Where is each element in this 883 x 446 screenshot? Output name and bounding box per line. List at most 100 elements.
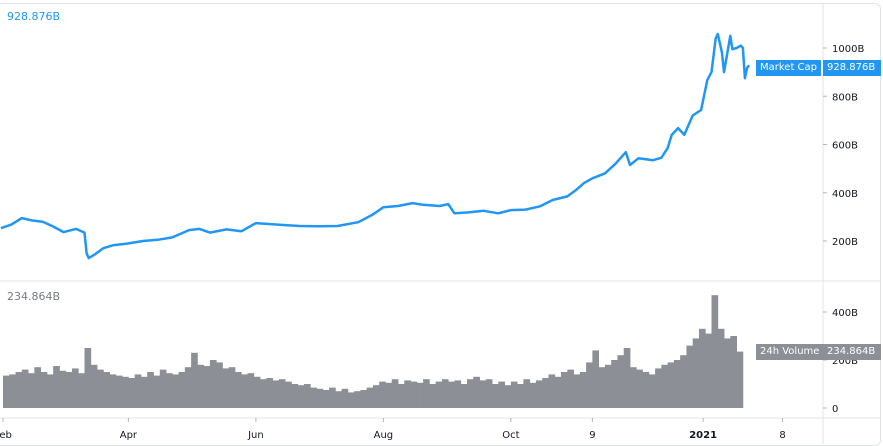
volume-bar — [655, 368, 662, 408]
x-tick-label: 9 — [589, 430, 595, 441]
y-tick-label: 800B — [832, 92, 858, 103]
volume-bar — [147, 372, 154, 408]
volume-bar — [611, 360, 618, 408]
volume-bar — [360, 390, 368, 408]
volume-bar — [517, 384, 524, 408]
volume-bar — [253, 376, 261, 408]
volume-bar — [391, 379, 399, 408]
volume-series-tag: 24h Volume — [756, 344, 824, 360]
volume-bar — [680, 355, 687, 408]
x-tick-label: Aug — [374, 430, 394, 441]
volume-bar — [567, 369, 574, 408]
volume-y-tick-label: 400B — [832, 308, 858, 319]
volume-last-value: 234.864B — [823, 344, 881, 360]
volume-bar — [479, 380, 487, 408]
volume-bar — [448, 381, 455, 408]
volume-bar — [78, 373, 85, 408]
volume-bar — [416, 382, 424, 408]
volume-bar — [510, 381, 518, 408]
market-cap-line — [0, 32, 751, 260]
volume-bar — [410, 381, 418, 408]
volume-bar — [579, 372, 587, 408]
volume-bar — [604, 364, 612, 408]
volume-bar — [128, 378, 136, 408]
x-tick-label: Feb — [0, 430, 12, 441]
volume-bar — [310, 387, 317, 408]
volume-bar — [197, 364, 205, 408]
volume-bar — [648, 374, 656, 408]
volume-bar — [372, 385, 380, 408]
volume-bar — [140, 376, 148, 408]
volume-bar — [623, 348, 631, 408]
volume-bar — [335, 391, 342, 408]
volume-bar — [115, 375, 123, 408]
volume-bar — [636, 369, 643, 408]
volume-bar — [134, 374, 142, 408]
volume-bar — [103, 372, 110, 408]
volume-bar — [216, 362, 223, 408]
volume-bar — [686, 345, 694, 408]
volume-y-tick-label: 0 — [832, 404, 838, 415]
volume-bar — [535, 380, 543, 408]
volume-bar — [642, 372, 650, 408]
volume-bar — [71, 368, 79, 408]
volume-bar — [542, 378, 549, 408]
market-cap-series-tag: Market Cap — [756, 60, 822, 76]
volume-bar — [341, 388, 349, 408]
volume-bar — [554, 376, 562, 408]
y-tick-label: 200B — [832, 237, 858, 248]
volume-bar — [711, 295, 719, 408]
volume-bar — [297, 385, 305, 408]
volume-bar — [303, 384, 311, 408]
volume-bar — [354, 391, 361, 408]
market-cap-legend-value: 928.876B — [7, 10, 61, 23]
y-tick-label: 1000B — [832, 44, 864, 55]
volume-bar — [178, 372, 186, 408]
volume-bar — [561, 372, 568, 408]
volume-bar — [366, 387, 374, 408]
volume-bar — [9, 374, 16, 408]
x-tick-label: 2021 — [689, 430, 717, 441]
volume-bar — [404, 380, 411, 408]
volume-bar — [730, 336, 737, 408]
volume-bar — [166, 373, 173, 408]
volume-bar — [435, 381, 443, 408]
volume-bar — [423, 379, 430, 408]
volume-bar — [736, 351, 744, 408]
volume-bar — [278, 379, 286, 408]
volume-bar — [241, 374, 248, 408]
volume-bar — [109, 374, 117, 408]
volume-bar — [598, 367, 606, 408]
volume-bar — [172, 374, 179, 408]
volume-bar — [429, 384, 437, 408]
volume-bar — [705, 333, 712, 408]
volume-bar — [191, 352, 198, 408]
y-tick-label: 400B — [832, 189, 858, 200]
volume-bar — [184, 367, 192, 408]
volume-bar — [3, 375, 10, 408]
volume-bar — [385, 382, 393, 408]
volume-bar — [222, 368, 230, 408]
volume-bar — [698, 328, 706, 408]
volume-bar — [441, 379, 449, 408]
volume-bar — [97, 369, 104, 408]
volume-bar — [228, 367, 236, 408]
volume-bar — [347, 392, 355, 408]
volume-bar — [316, 388, 324, 408]
volume-bar — [573, 374, 581, 408]
market-cap-last-value: 928.876B — [823, 60, 881, 76]
volume-bar — [717, 328, 725, 408]
volume-bar — [548, 374, 556, 408]
volume-bar — [260, 379, 267, 408]
volume-bar — [59, 370, 67, 408]
volume-bar — [724, 338, 731, 408]
x-tick-label: Jun — [247, 430, 264, 441]
volume-bar — [122, 376, 129, 408]
volume-bar — [630, 367, 637, 408]
volume-bar — [617, 355, 625, 408]
volume-bar — [34, 367, 42, 408]
volume-bar — [266, 378, 274, 408]
volume-bar — [473, 376, 480, 408]
volume-legend-value: 234.864B — [7, 290, 61, 303]
